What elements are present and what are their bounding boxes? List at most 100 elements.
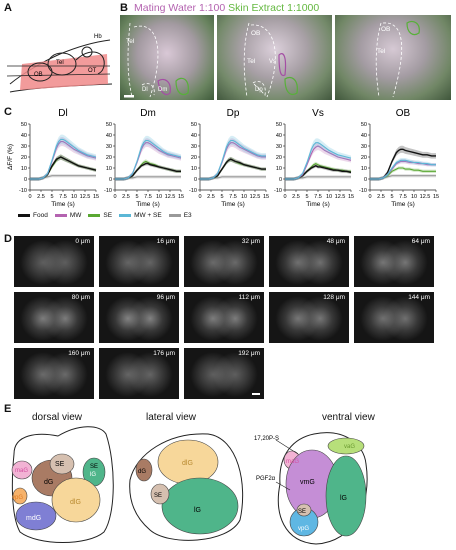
- series-line-mw-se: [285, 142, 352, 180]
- region-lG-lateral: [161, 477, 239, 535]
- panel-label-a: A: [4, 2, 12, 14]
- legend-mating-water: Mating Water 1:100: [134, 2, 226, 14]
- z-depth-label: 48 μm: [326, 238, 345, 245]
- label-dp-b2: Dp: [255, 87, 263, 93]
- label-maG-ventral: maG: [286, 459, 299, 465]
- x-tick-label: 0: [283, 194, 286, 200]
- x-tick-label: 7.5: [399, 194, 407, 200]
- z-slice-image: 112 μm: [184, 292, 264, 343]
- y-tick-label: 40: [106, 133, 112, 139]
- series-line-mw-se: [370, 159, 436, 180]
- x-tick-label: 2.5: [207, 194, 215, 200]
- legend-se: SE: [88, 212, 112, 219]
- chart-legend: Food MW SE MW + SE E3: [18, 212, 199, 219]
- z-depth-label: 80 μm: [71, 294, 90, 301]
- ventral-view-schematic: 17,20P-S vaG maG PGF2α vmG lG SE vpG: [254, 432, 368, 545]
- series-band-mw-se: [200, 135, 266, 181]
- panel-label-b: B: [120, 2, 128, 14]
- x-tick-label: 12.5: [335, 194, 346, 200]
- z-slice-image: 16 μm: [99, 236, 179, 287]
- label-lG-lateral: lG: [194, 507, 201, 514]
- panel-b-legend: Mating Water 1:100 Skin Extract 1:1000: [134, 2, 319, 14]
- x-tick-label: 10: [326, 194, 332, 200]
- chart-title-dl: Dl: [58, 108, 67, 119]
- series-line-mw: [285, 145, 352, 180]
- y-tick-label: 0: [194, 177, 197, 183]
- y-tick-label: 10: [361, 166, 367, 172]
- y-tick-label: -10: [359, 188, 367, 194]
- x-axis-label: Time (s): [136, 201, 160, 208]
- label-ot: OT: [88, 68, 97, 74]
- label-dm-b1: Dm: [158, 87, 167, 93]
- x-axis-label: Time (s): [221, 201, 245, 208]
- y-tick-label: -10: [274, 188, 282, 194]
- legend-skin-extract: Skin Extract 1:1000: [228, 2, 320, 14]
- y-tick-label: 20: [106, 155, 112, 161]
- label-pgf2a-ventral: PGF2α: [256, 476, 276, 482]
- y-tick-label: 50: [361, 122, 367, 128]
- x-tick-label: 7.5: [59, 194, 67, 200]
- x-tick-label: 2.5: [377, 194, 385, 200]
- scale-bar: [124, 95, 134, 98]
- region-dlG-dorsal: [51, 477, 101, 523]
- label-tel-b1: Tel: [126, 38, 135, 45]
- legend-mw-label: MW: [69, 212, 82, 219]
- z-slice-image: 192 μm: [184, 348, 264, 399]
- label-vpG-ventral: vpG: [298, 526, 309, 532]
- hb-outline: [81, 46, 93, 58]
- y-tick-label: 40: [21, 133, 27, 139]
- label-tel-b3: Tel: [377, 48, 386, 55]
- scale-bar: [252, 393, 260, 395]
- y-tick-label: 40: [276, 133, 282, 139]
- x-axis-label: Time (s): [391, 201, 415, 208]
- legend-food: Food: [18, 212, 48, 219]
- x-tick-label: 0: [368, 194, 371, 200]
- label-vpG-dorsal: vpG: [12, 495, 23, 501]
- lateral-view-title: lateral view: [146, 412, 197, 423]
- y-tick-label: 10: [276, 166, 282, 172]
- z-slice-image: 0 μm: [14, 236, 94, 287]
- y-tick-label: 30: [21, 144, 27, 150]
- label-lG-dorsal: lG: [90, 472, 96, 478]
- z-slice-image: 96 μm: [99, 292, 179, 343]
- calcium-image-1: Tel Dl Dm: [120, 15, 214, 100]
- x-tick-label: 12.5: [420, 194, 431, 200]
- legend-mw-se-label: MW + SE: [134, 212, 162, 219]
- x-tick-label: 5: [390, 194, 393, 200]
- z-depth-label: 144 μm: [408, 294, 430, 301]
- label-dlG-lateral: dlG: [182, 460, 193, 467]
- label-SE-lateral: SE: [154, 493, 162, 499]
- chart-title-dp: Dp: [227, 108, 240, 119]
- x-tick-label: 10: [71, 194, 77, 200]
- label-vs-b2: Vs: [269, 59, 276, 65]
- z-depth-label: 176 μm: [153, 350, 175, 357]
- series-line-mw-se: [115, 139, 182, 180]
- label-ob-b3: OB: [381, 26, 390, 33]
- y-tick-label: 10: [106, 166, 112, 172]
- z-slice-image: 128 μm: [269, 292, 349, 343]
- region-dG-lateral: [135, 458, 153, 482]
- y-tick-label: 40: [361, 133, 367, 139]
- series-line-mw-se: [200, 139, 266, 180]
- x-tick-label: 5: [305, 194, 308, 200]
- region-SE-lateral: [150, 483, 170, 505]
- legend-food-label: Food: [33, 212, 48, 219]
- y-tick-label: 50: [106, 122, 112, 128]
- label-SE-ventral: SE: [298, 509, 306, 515]
- region-vaG-ventral: [327, 437, 365, 455]
- x-tick-label: 2.5: [292, 194, 300, 200]
- y-tick-label: 0: [279, 177, 282, 183]
- x-tick-label: 12.5: [165, 194, 176, 200]
- z-slice-image: 160 μm: [14, 348, 94, 399]
- series-line-mw-se: [30, 138, 97, 180]
- legend-e3-label: E3: [183, 212, 192, 219]
- y-tick-label: 40: [191, 133, 197, 139]
- y-tick-label: 20: [191, 155, 197, 161]
- region-lG-ventral: [325, 455, 367, 537]
- label-SE-dorsal-2: SE: [90, 464, 98, 470]
- series-band-mw: [115, 138, 181, 181]
- x-tick-label: 15: [178, 194, 184, 200]
- x-tick-label: 12.5: [250, 194, 261, 200]
- x-tick-label: 5: [135, 194, 138, 200]
- y-tick-label: 30: [191, 144, 197, 150]
